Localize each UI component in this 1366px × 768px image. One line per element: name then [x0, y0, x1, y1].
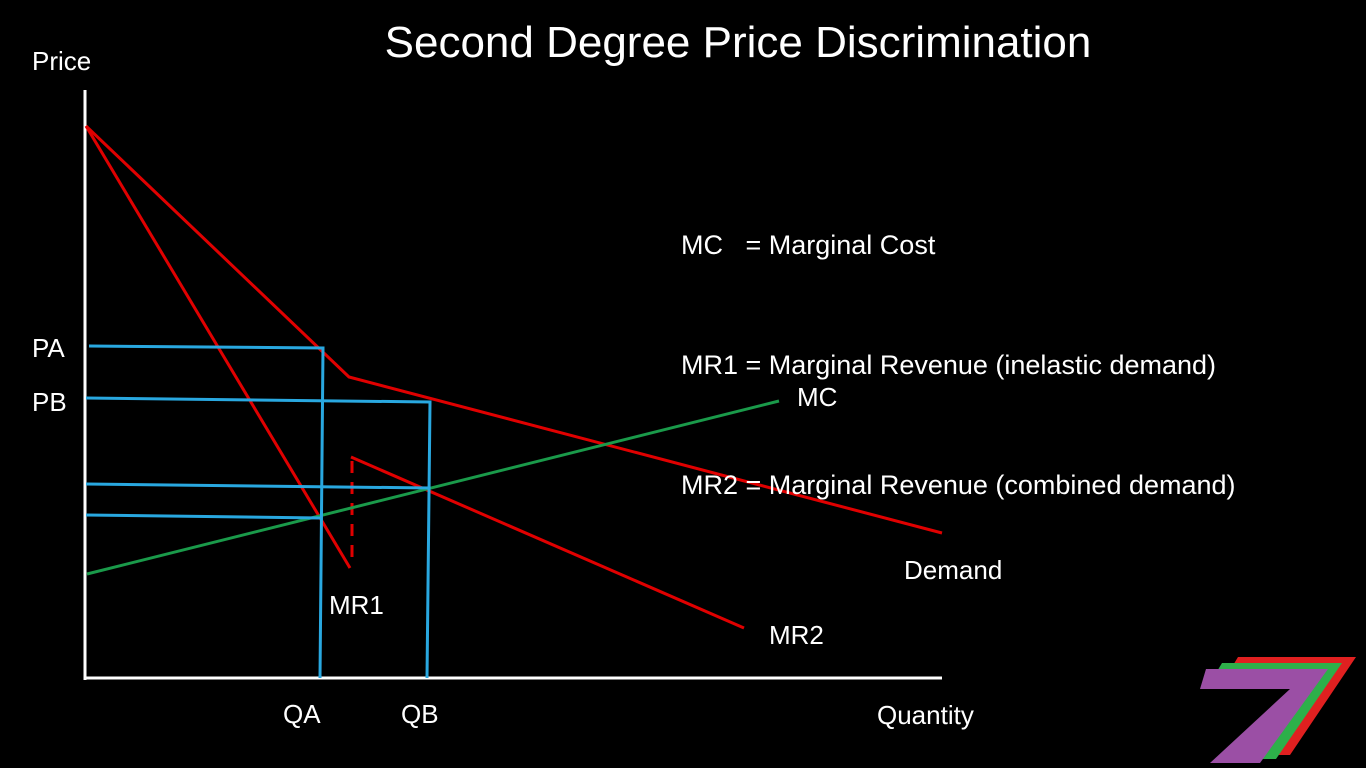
mc-curve — [86, 399, 780, 576]
mc-label: MC — [797, 382, 838, 412]
mr1-mc-guide — [85, 513, 321, 520]
quantity-label-qb: QB — [401, 699, 439, 729]
price-label-pb: PB — [32, 387, 67, 417]
logo-stripe-purple — [1200, 669, 1328, 763]
mr2-curve — [350, 455, 745, 630]
mr2-mc-guide — [85, 482, 431, 490]
x-axis-label: Quantity — [877, 700, 974, 730]
diagram-title: Second Degree Price Discrimination — [384, 18, 1092, 67]
demand-label: Demand — [904, 555, 1003, 585]
price-label-pa: PA — [32, 333, 65, 363]
legend-mr1: MR1 = Marginal Revenue (inelastic demand… — [681, 350, 1217, 380]
legend-mc: MC = Marginal Cost — [681, 230, 936, 260]
pb-qb-guide — [85, 396, 432, 679]
legend-mr2: MR2 = Marginal Revenue (combined demand) — [681, 470, 1236, 500]
legend: MC = Marginal Cost MR1 = Marginal Revenu… — [681, 145, 1236, 545]
mr1-label: MR1 — [329, 590, 384, 620]
brand-logo — [1200, 657, 1356, 763]
quantity-label-qa: QA — [283, 699, 321, 729]
pa-qa-guide — [88, 344, 325, 679]
y-axis-label: Price — [32, 46, 92, 76]
mr2-label: MR2 — [769, 620, 824, 650]
demand-curve — [84, 124, 943, 535]
